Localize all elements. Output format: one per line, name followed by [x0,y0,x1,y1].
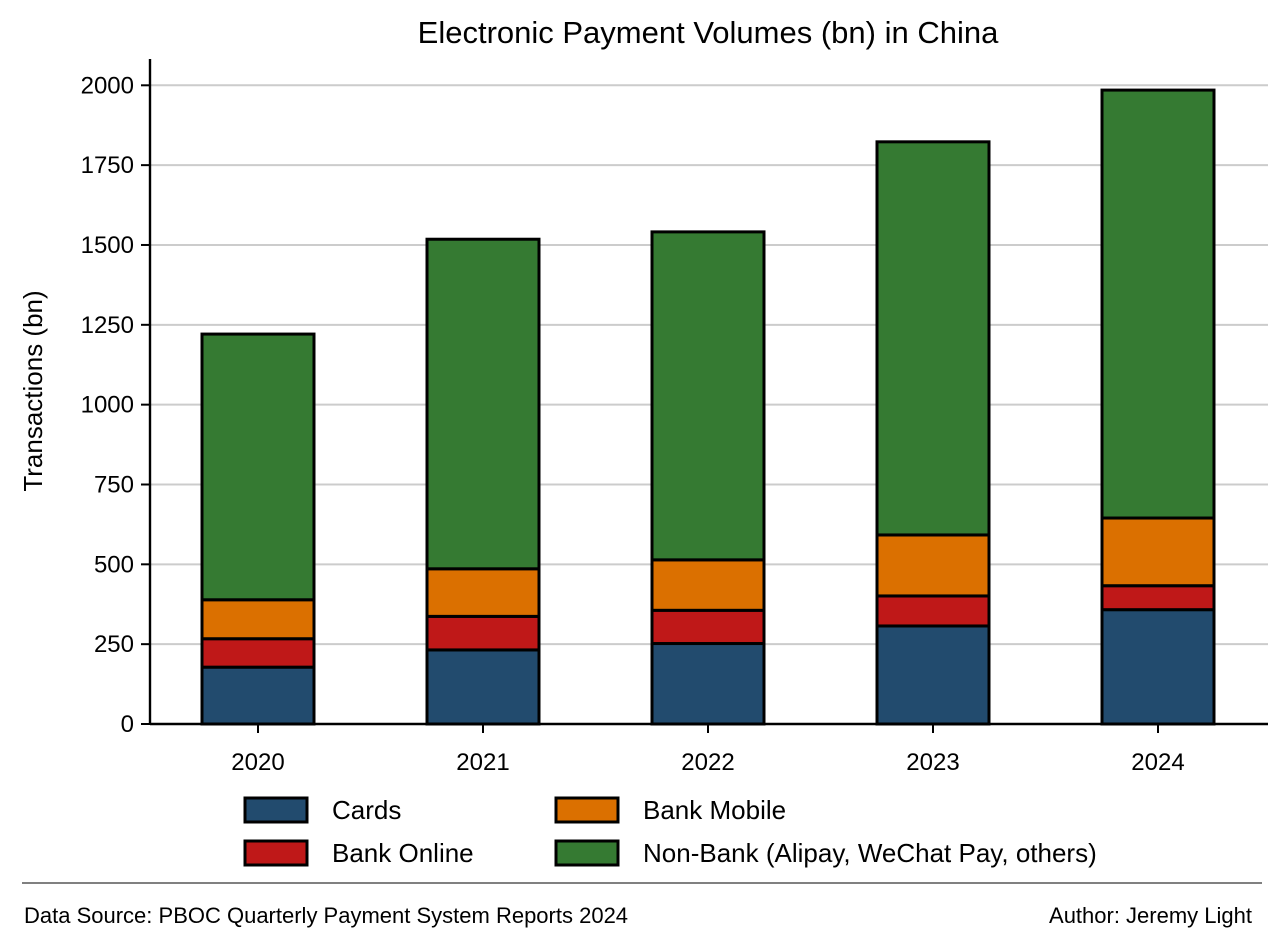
bar-segment [650,558,766,612]
legend-swatch [554,796,620,824]
bar-segment [1100,608,1216,726]
bar-segment [875,533,991,598]
y-axis-label: Transactions (bn) [18,290,48,491]
x-tick-label: 2023 [906,749,959,776]
y-tick-label: 500 [94,551,134,578]
x-tick-label: 2022 [681,749,734,776]
bar-segment [1100,516,1216,588]
y-tick-label: 250 [94,631,134,658]
legend-label: Bank Mobile [643,795,786,825]
bar-segment [650,608,766,646]
legend-swatch [243,839,309,867]
x-tick-label: 2020 [231,749,284,776]
bar-segment [1100,88,1216,520]
legend-label: Non-Bank (Alipay, WeChat Pay, others) [643,838,1097,868]
bar-segment [200,332,316,602]
y-tick-label: 1000 [81,392,134,419]
y-tick-label: 1750 [81,152,134,179]
x-ticks: 2020 2021 2022 2023 2024 [231,724,1185,776]
bar-segment [650,642,766,726]
bars [200,88,1216,726]
bar-segment [1100,584,1216,612]
footer-author: Author: Jeremy Light [1049,903,1252,928]
chart-title: Electronic Payment Volumes (bn) in China [418,15,999,50]
y-ticks: 0 250 500 750 1000 1250 1500 1750 2000 [81,72,150,738]
bar-segment [875,624,991,726]
legend-swatch [554,839,620,867]
bar-segment [200,598,316,641]
x-tick-label: 2021 [456,749,509,776]
y-tick-label: 750 [94,471,134,498]
bar-segment [650,230,766,562]
bar-segment [425,614,541,652]
bar-segment [200,637,316,669]
bar-segment [425,648,541,726]
bar-segment [425,237,541,571]
legend-label: Cards [332,795,401,825]
y-tick-label: 1250 [81,312,134,339]
y-tick-label: 2000 [81,72,134,99]
bar-segment [425,567,541,618]
bar-segment [200,665,316,726]
legend-label: Bank Online [332,838,474,868]
legend: Cards Bank Online Bank Mobile Non-Bank (Ali… [243,795,1097,868]
bar-segment [875,140,991,537]
y-tick-label: 0 [121,711,134,738]
legend-swatch [243,796,309,824]
x-tick-label: 2024 [1131,749,1184,776]
bar-segment [875,594,991,628]
footer-source: Data Source: PBOC Quarterly Payment Syst… [24,903,628,928]
y-tick-label: 1500 [81,232,134,259]
